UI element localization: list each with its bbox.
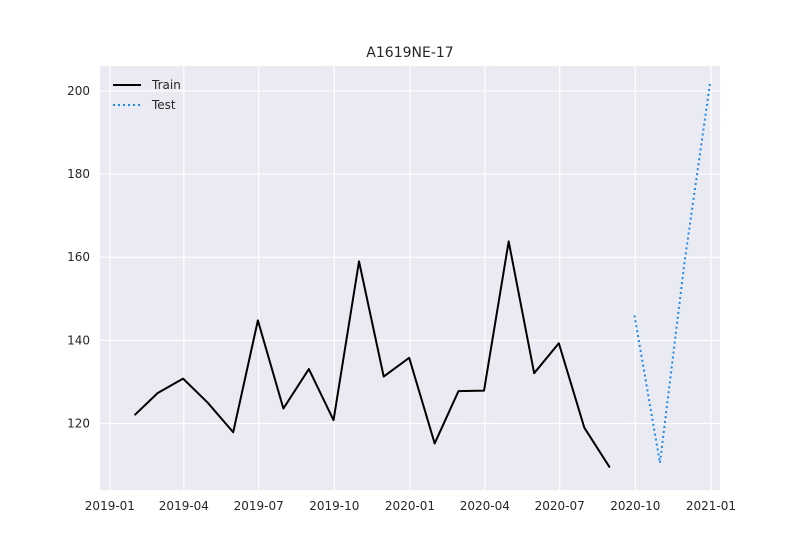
y-tick-label: 120: [67, 416, 90, 430]
y-tick-label: 200: [67, 84, 90, 98]
x-tick-label: 2019-07: [234, 499, 284, 513]
x-tick-label: 2019-04: [159, 499, 209, 513]
series-layer: [133, 82, 712, 469]
x-tick-label: 2019-10: [309, 499, 359, 513]
x-tick-label: 2019-01: [85, 499, 135, 513]
legend-label-test: Test: [151, 98, 176, 112]
x-tick-label: 2020-07: [535, 499, 585, 513]
y-tick-label: 160: [67, 250, 90, 264]
legend: Train Test: [113, 78, 181, 112]
x-axis-ticks: 2019-01 2019-04 2019-07 2019-10 2020-01 2020-…: [85, 499, 736, 513]
y-tick-label: 140: [67, 333, 90, 347]
legend-label-train: Train: [151, 78, 181, 92]
x-tick-label: 2021-01: [686, 499, 736, 513]
y-tick-label: 180: [67, 167, 90, 181]
grid: [100, 66, 720, 490]
y-axis-ticks: 120 140 160 180 200: [67, 84, 90, 431]
series-line-train: [133, 240, 611, 469]
x-tick-label: 2020-04: [460, 499, 510, 513]
x-tick-label: 2020-01: [385, 499, 435, 513]
chart-title: A1619NE-17: [366, 45, 453, 61]
series-line-test: [633, 82, 712, 464]
x-tick-label: 2020-10: [610, 499, 660, 513]
